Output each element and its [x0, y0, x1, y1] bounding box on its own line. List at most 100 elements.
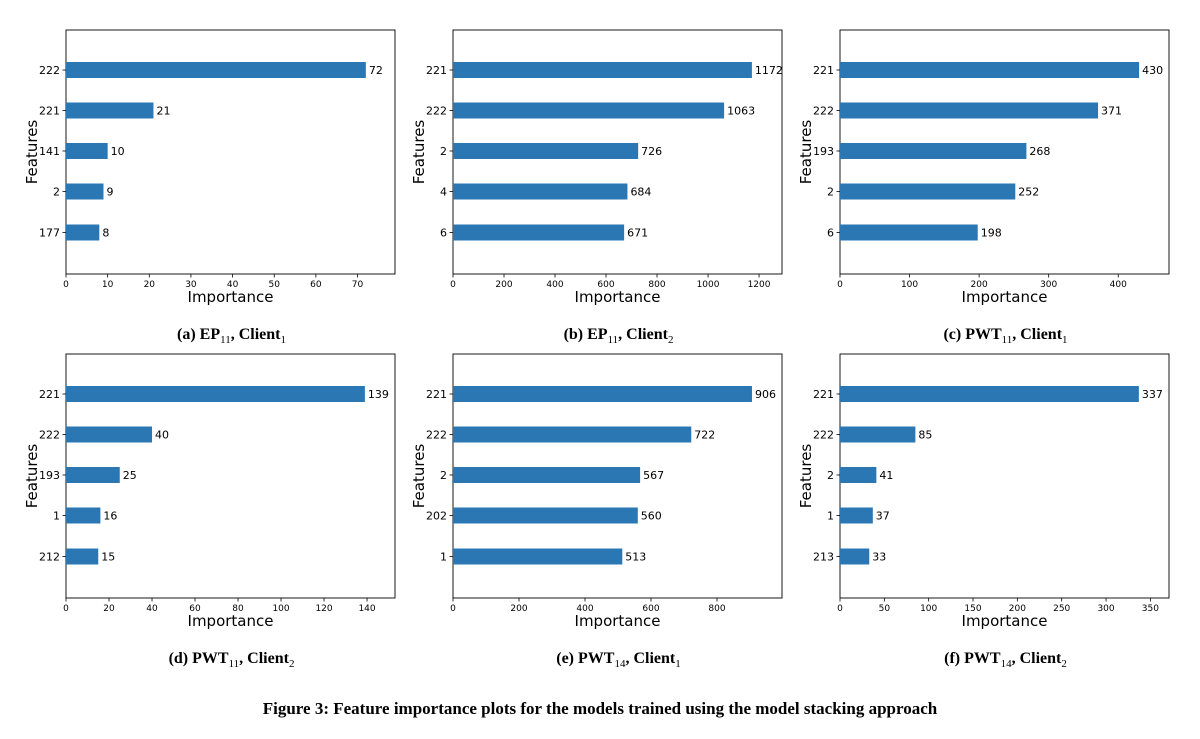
chart-0-ylabel: Features: [23, 120, 41, 185]
chart-0-xtick-label: 50: [269, 280, 281, 290]
chart-1-subcaption: (b) EP11, Client2: [564, 326, 674, 346]
chart-4-xtick-label: 800: [708, 604, 725, 614]
chart-5-xtick-label: 100: [920, 604, 937, 614]
chart-0-data-label: 21: [156, 105, 170, 118]
chart-2-data-label: 430: [1142, 64, 1163, 77]
chart-5-data-label: 37: [876, 510, 890, 523]
chart-1-xtick-label: 200: [495, 280, 512, 290]
chart-2-subcaption: (c) PWT11, Client1: [943, 326, 1067, 346]
chart-3-xtick-label: 20: [103, 604, 115, 614]
chart-3-data-label: 16: [103, 510, 117, 523]
chart-3-data-label: 139: [368, 388, 389, 401]
chart-2-bar: [840, 102, 1099, 119]
chart-4-xlabel: Importance: [575, 612, 661, 630]
chart-1-data-label: 1172: [755, 64, 783, 77]
chart-1-bar: [453, 224, 625, 241]
chart-3-subcaption: (d) PWT11, Client2: [169, 650, 295, 670]
chart-2-bar: [840, 183, 1016, 200]
chart-4-xtick-label: 200: [510, 604, 527, 614]
chart-4-data-label: 513: [625, 551, 646, 564]
chart-0-bar: [66, 102, 154, 119]
chart-2-ytick-label: 222: [813, 105, 834, 118]
chart-3-xtick-label: 80: [232, 604, 244, 614]
chart-3-ytick-label: 221: [39, 388, 60, 401]
chart-3-xtick-label: 120: [315, 604, 332, 614]
chart-1-data-label: 1063: [727, 105, 755, 118]
chart-0-ytick-label: 221: [39, 105, 60, 118]
chart-1-ytick-label: 222: [426, 105, 447, 118]
chart-1-bar: [453, 183, 628, 200]
chart-5-ytick-label: 222: [813, 429, 834, 442]
chart-2-ytick-label: 193: [813, 145, 834, 158]
chart-5-data-label: 41: [879, 469, 893, 482]
chart-4-data-label: 560: [641, 510, 662, 523]
chart-5-bar: [840, 507, 873, 524]
chart-3-xtick-label: 60: [189, 604, 201, 614]
chart-2-data-label: 268: [1029, 145, 1050, 158]
chart-5-bar: [840, 467, 877, 483]
chart-1-xtick-label: 600: [597, 280, 614, 290]
chart-2: 0 100 200 300 400 221 430 222 371 193 268 2 252 6 198 I…: [797, 29, 1170, 346]
chart-2-data-label: 371: [1101, 105, 1122, 118]
chart-5-xlabel: Importance: [962, 612, 1048, 630]
chart-3-xtick-label: 100: [272, 604, 289, 614]
chart-4-subcaption: (e) PWT14, Client1: [556, 650, 680, 670]
chart-2-xtick-label: 100: [901, 280, 918, 290]
chart-2-bar: [840, 224, 978, 241]
chart-2-ytick-label: 6: [827, 227, 834, 240]
chart-5-xtick-label: 300: [1097, 604, 1114, 614]
chart-2-xtick-label: 300: [1040, 280, 1057, 290]
chart-0: 0 10 20 30 40 50 60 70 222 72 221 21 141 10 2 9 177 8 Impo…: [23, 29, 396, 346]
chart-3-bar: [66, 548, 99, 565]
chart-4-ytick-label: 2: [440, 469, 447, 482]
chart-1-bar: [453, 102, 725, 119]
chart-4: 0 200 400 600 800 221 906 222 722 2 567 202 560 1 513 I…: [410, 353, 783, 670]
chart-0-xtick-label: 70: [352, 280, 364, 290]
chart-3-xlabel: Importance: [188, 612, 274, 630]
chart-5-xtick-label: 250: [1053, 604, 1070, 614]
chart-0-ytick-label: 177: [39, 227, 60, 240]
chart-5-ytick-label: 2: [827, 469, 834, 482]
chart-0-xtick-label: 60: [310, 280, 322, 290]
chart-3-bar: [66, 507, 101, 524]
chart-2-data-label: 198: [981, 227, 1002, 240]
chart-4-xtick-label: 400: [576, 604, 593, 614]
chart-4-xtick-label: 600: [642, 604, 659, 614]
chart-5-bar: [840, 548, 870, 565]
chart-4-ylabel: Features: [410, 444, 428, 509]
chart-0-xtick-label: 30: [185, 280, 197, 290]
chart-5-ytick-label: 221: [813, 388, 834, 401]
chart-1-ytick-label: 2: [440, 145, 447, 158]
chart-2-xtick-label: 0: [837, 280, 843, 290]
chart-1-ytick-label: 4: [440, 186, 447, 199]
chart-0-xtick-label: 20: [144, 280, 156, 290]
chart-3: 0 20 40 60 80 100 120 140 221 139 222 40 193 25 1 16 212…: [23, 353, 396, 670]
chart-3-ytick-label: 212: [39, 551, 60, 564]
chart-5-ytick-label: 213: [813, 551, 834, 564]
chart-3-data-label: 15: [101, 551, 115, 564]
chart-4-ytick-label: 222: [426, 429, 447, 442]
chart-1-xtick-label: 400: [546, 280, 563, 290]
chart-0-data-label: 9: [106, 186, 113, 199]
chart-3-ytick-label: 193: [39, 469, 60, 482]
chart-5-data-label: 33: [872, 551, 886, 564]
chart-5-ylabel: Features: [797, 444, 815, 509]
chart-4-data-label: 722: [694, 429, 715, 442]
chart-1-xtick-label: 1000: [697, 280, 720, 290]
chart-0-bar: [66, 62, 366, 78]
chart-2-ytick-label: 2: [827, 186, 834, 199]
chart-5-bar: [840, 386, 1139, 402]
chart-1-xtick-label: 1200: [748, 280, 771, 290]
chart-3-data-label: 40: [155, 429, 169, 442]
chart-5-subcaption: (f) PWT14, Client2: [944, 650, 1067, 670]
chart-1-xtick-label: 800: [648, 280, 665, 290]
chart-5-data-label: 337: [1142, 388, 1163, 401]
chart-2-xtick-label: 400: [1110, 280, 1127, 290]
chart-4-bar: [453, 467, 641, 483]
chart-5-xtick-label: 200: [1009, 604, 1026, 614]
chart-4-ytick-label: 221: [426, 388, 447, 401]
chart-4-ytick-label: 1: [440, 551, 447, 564]
chart-0-subcaption: (a) EP11, Client1: [177, 326, 286, 346]
chart-0-data-label: 8: [102, 227, 109, 240]
